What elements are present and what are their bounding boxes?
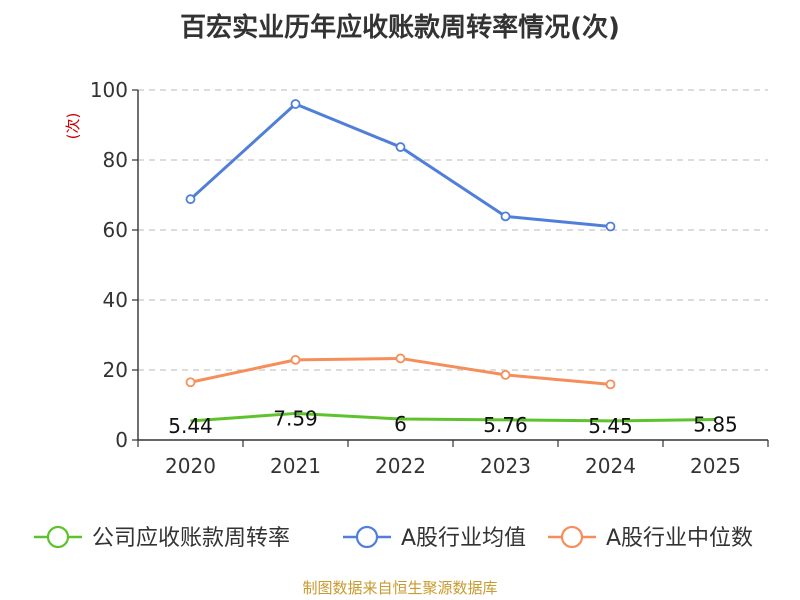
- x-tick-label: 2025: [690, 454, 741, 478]
- legend[interactable]: 公司应收账款周转率 A股行业均值 A股行业中位数: [34, 525, 753, 551]
- x-tick-label: 2024: [585, 454, 636, 478]
- data-point-median: [290, 354, 301, 365]
- y-tick-label: 80: [103, 148, 128, 172]
- data-labels: 5.44 7.59 6 5.76 5.45 5.85: [168, 406, 738, 438]
- y-tick-label: 100: [90, 78, 128, 102]
- x-tick-label: 2022: [375, 454, 426, 478]
- legend-marker: [46, 525, 70, 549]
- source-note: 制图数据来自恒生聚源数据库: [302, 579, 497, 597]
- legend-item-median[interactable]: A股行业中位数: [548, 525, 753, 551]
- legend-marker: [560, 525, 584, 549]
- legend-label: A股行业均值: [401, 526, 526, 551]
- legend-label: 公司应收账款周转率: [92, 526, 290, 551]
- x-tick-label: 2021: [270, 454, 321, 478]
- data-label: 6: [394, 412, 407, 436]
- axes: 0 20 40 60 80 100 2020 2021 2022 2023 2024 2025: [90, 78, 769, 478]
- series-line-company: [190, 411, 716, 423]
- chart-title: 百宏实业历年应收账款周转率情况(次): [180, 12, 620, 43]
- legend-label: A股行业中位数: [606, 526, 753, 551]
- data-label: 7.59: [273, 406, 318, 430]
- data-point-median: [185, 377, 196, 388]
- data-label: 5.44: [168, 414, 213, 438]
- x-tick-label: 2023: [480, 454, 531, 478]
- y-tick-label: 0: [115, 428, 128, 452]
- legend-marker: [355, 525, 379, 549]
- series: [185, 99, 716, 423]
- x-tick-label: 2020: [165, 454, 216, 478]
- data-point-avg: [395, 142, 406, 152]
- grid-lines: [138, 89, 768, 371]
- y-axis-label: (次): [64, 113, 82, 140]
- data-point-avg: [185, 194, 196, 205]
- data-label: 5.76: [483, 413, 528, 437]
- data-label: 5.85: [693, 413, 738, 437]
- data-point-median: [605, 379, 616, 390]
- data-point-median: [500, 369, 511, 380]
- data-label: 5.45: [588, 414, 633, 438]
- data-point-avg: [500, 211, 511, 222]
- data-point-avg: [290, 99, 301, 109]
- data-point-avg: [605, 221, 616, 232]
- y-tick-label: 60: [103, 218, 128, 242]
- y-tick-label: 20: [103, 358, 128, 382]
- y-tick-label: 40: [103, 288, 128, 312]
- legend-item-company[interactable]: 公司应收账款周转率: [34, 525, 290, 551]
- data-point-median: [395, 353, 406, 364]
- legend-item-avg[interactable]: A股行业均值: [343, 525, 526, 551]
- series-line-avg: [189, 102, 611, 228]
